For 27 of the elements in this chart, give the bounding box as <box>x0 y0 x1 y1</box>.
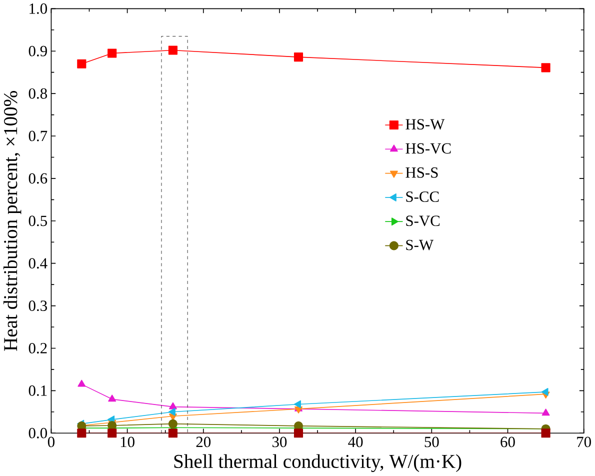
y-tick-label: 0.6 <box>28 173 48 184</box>
x-tick-label: 0 <box>48 437 54 448</box>
x-tick-label: 70 <box>577 437 591 448</box>
legend-label: S-VC <box>406 216 440 226</box>
x-tick-label: 30 <box>272 437 287 448</box>
legend-label: HS-VC <box>406 144 451 154</box>
y-tick-label: 0.5 <box>28 216 47 226</box>
legend-label: S-CC <box>406 192 439 202</box>
y-tick-label: 1.0 <box>30 4 47 14</box>
y-tick-label: 0.4 <box>28 258 48 269</box>
y-tick-label: 0.2 <box>28 343 47 354</box>
x-tick-label: 60 <box>500 437 515 448</box>
legend-label: S-W <box>406 240 434 251</box>
y-tick-label: 0.1 <box>28 386 47 396</box>
y-tick-label: 0.8 <box>28 88 47 100</box>
x-axis-title: Shell thermal conductivity, W/(m·K) <box>174 454 462 472</box>
legend-label: HS-W <box>406 119 445 130</box>
y-tick-label: 0.9 <box>28 46 47 57</box>
y-tick-label: 0.0 <box>28 428 47 439</box>
x-tick-label: 40 <box>348 437 363 448</box>
x-tick-label: 50 <box>424 437 439 448</box>
legend-label: HS-S <box>406 168 438 178</box>
x-tick-label: 20 <box>196 437 211 448</box>
y-axis-title: Heat distribution percent, ×100% <box>3 91 22 352</box>
y-tick-label: 0.7 <box>28 131 48 142</box>
x-tick-label: 10 <box>120 437 134 448</box>
y-tick-label: 0.3 <box>28 300 47 312</box>
